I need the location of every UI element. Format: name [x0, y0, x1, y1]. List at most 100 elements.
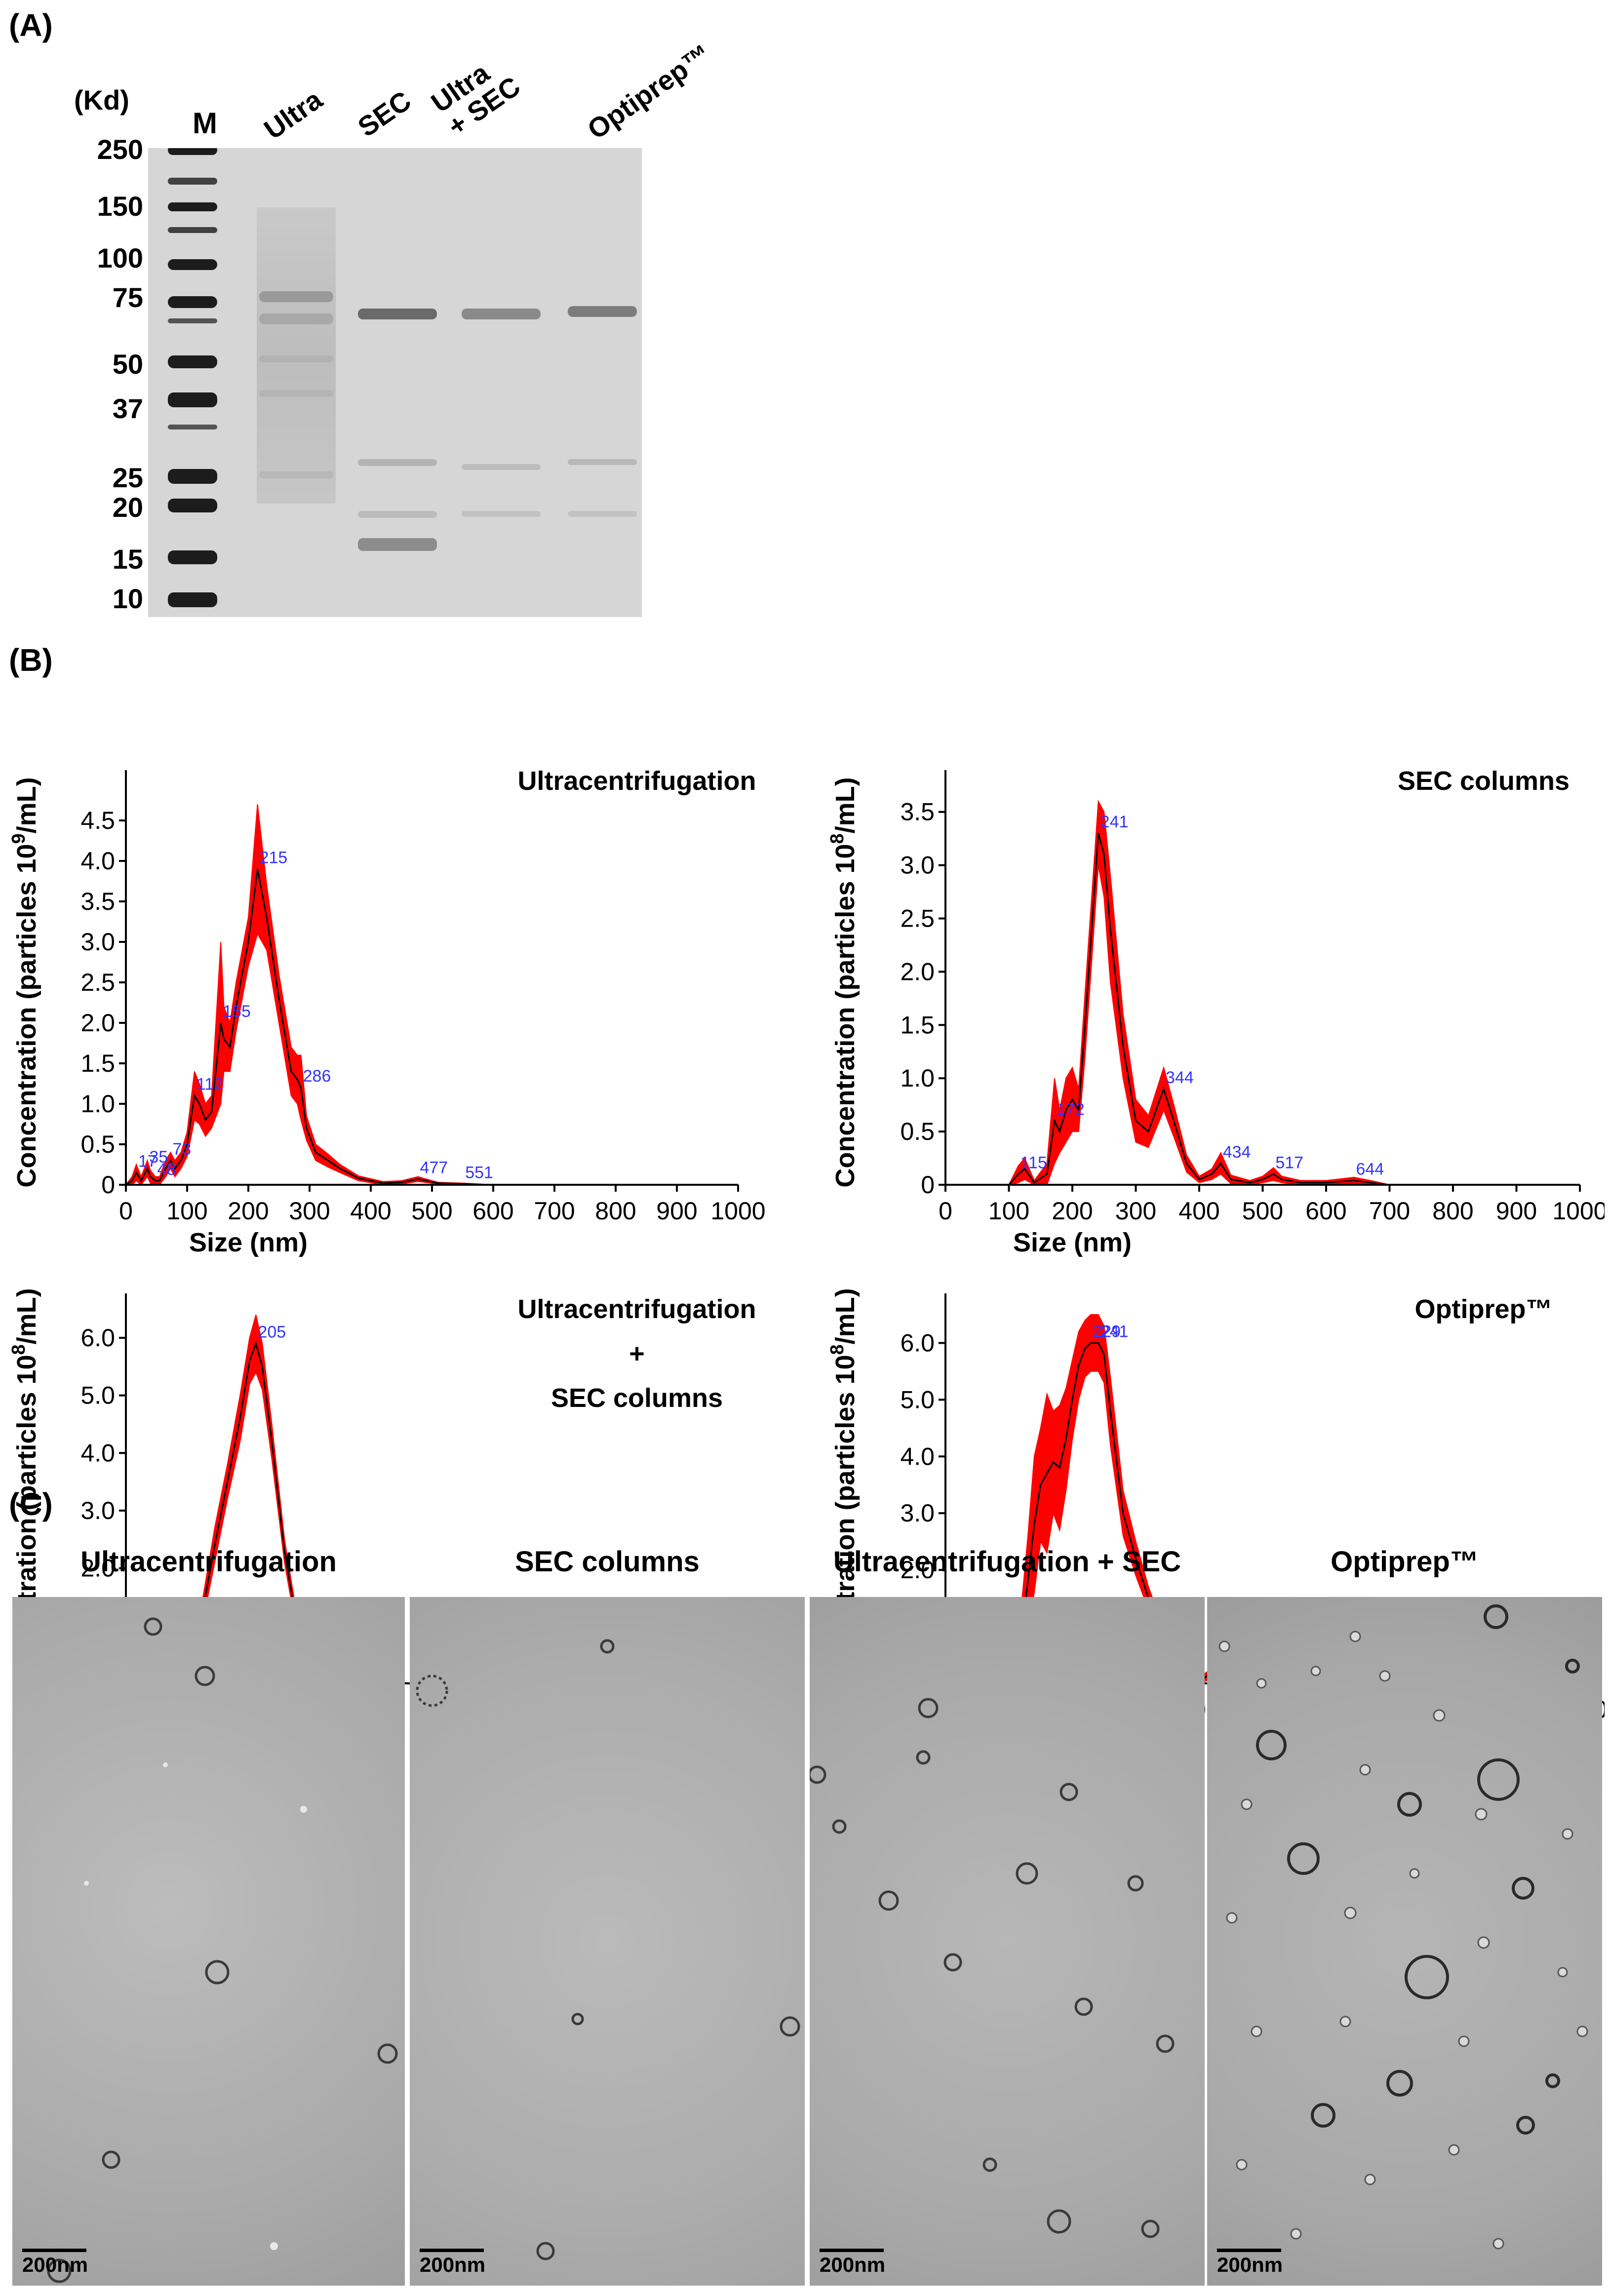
scale-bar: 200nm	[820, 2249, 885, 2277]
scale-bar-label: 200nm	[820, 2253, 886, 2276]
y-tick-label: 3.0	[80, 1497, 115, 1524]
y-tick-label: 1.5	[900, 1011, 935, 1039]
tem-particles	[810, 1698, 1175, 2238]
scale-bar-label: 200nm	[22, 2253, 88, 2276]
peak-label: 73	[173, 1140, 192, 1159]
lane-label-optiprep: Optiprep™	[582, 38, 717, 146]
tem-title: Optiprep™	[1331, 1546, 1479, 1578]
y-tick-label: 3.5	[900, 798, 935, 826]
y-tick-label: 1.5	[80, 1050, 115, 1077]
peak-label: 229	[1093, 1322, 1121, 1341]
tem-title: Ultracentrifugation + SEC	[833, 1546, 1181, 1578]
chart-title: SEC columns	[1398, 766, 1570, 796]
chart-title: SEC columns	[551, 1383, 723, 1413]
scale-bar-line	[420, 2249, 484, 2252]
x-tick-label: 400	[350, 1197, 391, 1225]
peak-label: 205	[258, 1323, 286, 1342]
gel-unit-label: (Kd)	[74, 84, 129, 116]
x-tick-label: 500	[1242, 1197, 1283, 1225]
y-tick-label: 2.5	[900, 905, 935, 933]
y-axis-label-exponent: 9	[8, 833, 29, 844]
x-axis-label: Size (nm)	[1013, 1228, 1132, 1257]
ladder-band	[168, 469, 217, 484]
scale-bar-label: 200nm	[1217, 2253, 1283, 2276]
x-tick-label: 300	[1115, 1197, 1156, 1225]
peak-label: 286	[303, 1067, 331, 1086]
marker-tick: 15	[112, 544, 143, 575]
x-axis-label: Size (nm)	[189, 1228, 308, 1257]
chart-sec-columns: 0 100 200 300 400 500 600 700 800 900 1000 0 0.5 1.0 1…	[800, 701, 1608, 1259]
x-tick-label: 1000	[710, 1197, 765, 1225]
marker-tick: 100	[97, 242, 143, 273]
scale-bar-label: 200nm	[420, 2253, 486, 2276]
scale-bar-line	[820, 2249, 884, 2252]
x-tick-label: 900	[656, 1197, 697, 1225]
peak-label: 172	[1057, 1100, 1085, 1119]
y-axis-label-unit: /mL)	[830, 1288, 860, 1344]
ladder-band	[168, 425, 217, 429]
ultra-band	[259, 291, 333, 302]
y-axis-label: Concentration (particles 108/mL)	[827, 777, 860, 1187]
lane-label-marker: M	[193, 107, 217, 140]
y-tick-label: 6.0	[900, 1329, 935, 1357]
peak-label: 112	[196, 1075, 223, 1094]
y-axis-label-exponent: 8	[827, 833, 848, 844]
sds-page-gel-image	[148, 148, 642, 617]
tem-image-ultra-plus-sec: 200nm	[810, 1597, 1205, 2286]
x-tick-label: 100	[166, 1197, 207, 1225]
scale-bar-line	[1217, 2249, 1281, 2252]
sec-band	[358, 459, 437, 466]
optiprep-band	[568, 306, 637, 317]
x-tick-label: 800	[1432, 1197, 1473, 1225]
peak-label: 434	[1223, 1143, 1251, 1162]
error-band	[124, 804, 738, 1186]
tem-image-optiprep: 200nm	[1207, 1597, 1602, 2286]
marker-tick: 10	[112, 583, 143, 614]
y-axis-label-exponent: 8	[8, 1344, 29, 1355]
peak-label: 155	[223, 1002, 251, 1021]
y-tick-label: 3.0	[80, 928, 115, 956]
y-tick-label: 4.0	[80, 1439, 115, 1467]
y-tick-label: 2.0	[900, 1556, 935, 1584]
tem-particles	[1218, 1604, 1588, 2250]
marker-tick: 25	[112, 462, 143, 493]
x-tick-label: 600	[472, 1197, 513, 1225]
ladder-band	[168, 592, 217, 607]
tem-image-ultracentrifugation: 200nm	[12, 1597, 405, 2286]
ladder-band	[168, 499, 217, 512]
chart-ultracentrifugation: 0 100 200 300 400 500 600 700 800 900 1000 0 0.5 1.0 1…	[0, 701, 790, 1259]
y-tick-label: 4.0	[80, 847, 115, 875]
optiprep-band	[568, 459, 637, 465]
y-tick-label: 5.0	[80, 1382, 115, 1409]
error-band	[945, 1314, 1580, 1684]
y-tick-label: 2.0	[80, 1555, 115, 1582]
peak-label: 48	[157, 1160, 176, 1179]
optiprep-band	[568, 511, 637, 517]
scale-bar: 200nm	[22, 2249, 88, 2277]
tem-title: SEC columns	[515, 1546, 700, 1578]
marker-tick: 250	[97, 134, 143, 165]
peak-label: 551	[465, 1163, 493, 1182]
y-tick-label: 2.0	[80, 1009, 115, 1037]
peak-label: 115	[1020, 1153, 1047, 1172]
peak-label: 344	[1166, 1068, 1194, 1087]
ladder-band	[168, 550, 217, 564]
panel-c-label: (C)	[9, 1486, 53, 1522]
chart-svg: 0 100 200 300 400 500 600 700 800 900 1000 0 0.5 1.0 1…	[827, 766, 1608, 1257]
x-tick-label: 0	[939, 1197, 952, 1225]
y-tick-label: 2.0	[900, 958, 935, 985]
chart-title: Ultracentrifugation	[517, 1294, 756, 1324]
y-tick-label: 0	[101, 1171, 115, 1199]
peak-label: 241	[1100, 813, 1129, 831]
panel-b-label: (B)	[9, 642, 53, 678]
peak-label: 17	[138, 1152, 157, 1170]
peak-label: 517	[1275, 1153, 1303, 1172]
ladder-band	[168, 259, 217, 270]
tem-title: Ultracentrifugation	[80, 1546, 337, 1578]
mean-line	[945, 833, 1580, 1186]
marker-tick: 50	[112, 349, 143, 380]
x-tick-label: 200	[228, 1197, 269, 1225]
x-tick-label: 200	[1052, 1197, 1093, 1225]
x-tick-label: 900	[1496, 1197, 1537, 1225]
peak-label: 477	[420, 1159, 448, 1177]
